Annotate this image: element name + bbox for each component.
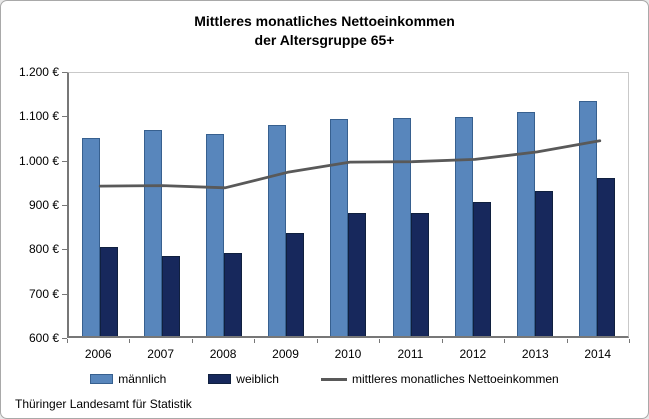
x-axis-label-2010: 2010 [334,347,362,361]
y-axis-label: 900 € [28,198,59,212]
legend-swatch-maennlich-icon [90,374,114,384]
chart-title: Mittleres monatliches Nettoeinkommen der… [1,12,648,50]
x-axis-tick [254,339,256,343]
x-axis-label-2011: 2011 [397,347,424,361]
x-axis-label-2013: 2013 [521,347,549,361]
bar-weiblich-2009 [286,232,305,336]
bar-maennlich-2012 [454,117,473,336]
bar-maennlich-2013 [516,111,535,336]
x-axis-tick [67,339,68,343]
y-axis-tick [62,116,67,118]
x-axis-tick [379,339,381,343]
y-axis-tick [62,72,67,73]
bar-group-2007 [131,73,193,336]
y-axis-label: 700 € [28,286,59,301]
bar-maennlich-2006 [82,137,101,336]
bar-group-2006 [69,73,131,336]
legend-item-maennlich: männlich [90,372,166,386]
y-axis-tick [62,160,67,162]
x-axis-tick [441,339,443,343]
legend-swatch-trend-line-icon [320,377,347,381]
legend-label-weiblich: weiblich [236,372,279,386]
bar-weiblich-2010 [348,213,367,336]
x-axis-label-2007: 2007 [147,347,174,361]
source-note: Thüringer Landesamt für Statistik [15,397,192,411]
bar-weiblich-2008 [224,252,243,336]
x-axis-label-2009: 2009 [272,347,299,361]
chart-title-line1: Mittleres monatliches Nettoeinkommen [194,13,455,29]
bar-maennlich-2011 [392,118,411,336]
bar-group-2011 [380,73,442,336]
bar-group-2014 [566,73,628,336]
y-axis-label: 1.100 € [18,109,59,124]
x-axis-tick [629,339,630,343]
x-axis-labels: 2006 2007 2008 2009 2010 2011 2012 2013 2014 [67,347,629,361]
y-axis-label: 1.200 € [18,65,59,79]
legend-item-trend: mittleres monatliches Nettoeinkommen [320,372,559,386]
x-axis-tick [566,339,568,343]
x-axis-tick [316,339,318,343]
chart-title-line2: der Altersgruppe 65+ [254,32,395,48]
y-axis-tick [62,249,67,251]
legend: männlich weiblich mittleres monatliches … [1,372,648,386]
plot-area [67,72,629,338]
bar-maennlich-2014 [578,101,597,336]
x-axis-tick [129,339,131,343]
y-axis-labels: 1.200 € 1.100 € 1.000 € 900 € 800 € 700 € 600 … [1,65,59,345]
bar-series-container [69,73,628,336]
bar-maennlich-2007 [144,129,163,336]
bar-weiblich-2013 [534,190,553,336]
y-axis-tick [62,293,67,295]
x-axis-label-2012: 2012 [459,347,487,361]
x-axis-label-2014: 2014 [584,347,612,361]
x-axis-label-2008: 2008 [209,347,237,361]
income-trend-line [98,139,602,190]
x-axis-label-2006: 2006 [84,347,112,361]
y-axis-label: 800 € [28,242,59,257]
legend-label-maennlich: männlich [118,372,167,386]
legend-item-weiblich: weiblich [208,372,279,386]
bar-maennlich-2008 [206,133,225,336]
x-axis-tick [504,339,506,343]
bar-weiblich-2014 [596,177,615,336]
x-axis-tick [191,339,193,343]
bar-group-2008 [193,73,255,336]
legend-swatch-weiblich-icon [208,374,232,384]
y-axis-tick [62,205,67,206]
legend-label-trend: mittleres monatliches Nettoeinkommen [351,372,559,386]
bar-group-2010 [317,73,379,336]
bar-maennlich-2010 [330,118,349,336]
bar-group-2013 [504,73,566,336]
bar-group-2012 [442,73,504,336]
y-axis-tick [62,338,67,339]
bar-weiblich-2012 [472,202,491,336]
bar-weiblich-2006 [100,246,119,336]
bar-weiblich-2007 [162,256,181,336]
bar-weiblich-2011 [410,213,429,336]
y-axis-label: 1.000 € [18,153,59,168]
y-axis-label: 600 € [28,331,59,345]
